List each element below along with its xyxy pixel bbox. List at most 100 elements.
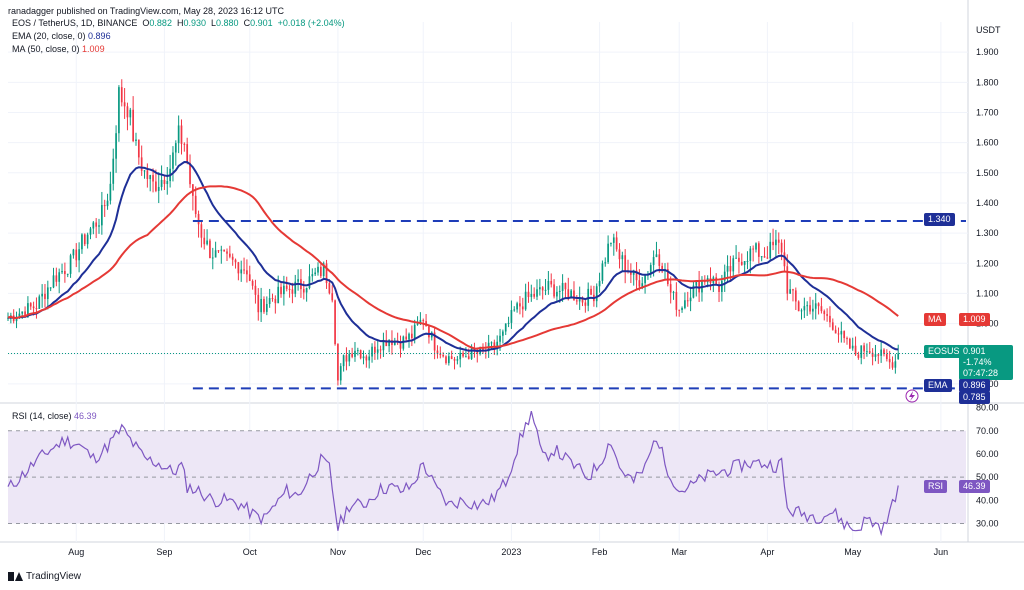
candle-body (66, 273, 69, 275)
candle-body (792, 289, 794, 291)
candle-body (399, 342, 402, 349)
candle-body (189, 162, 191, 185)
candle-body (197, 214, 200, 225)
rsi-tag: RSI (924, 480, 948, 493)
ema-20-line (7, 161, 899, 352)
candle-body (738, 257, 740, 262)
candle-body (294, 281, 297, 294)
candle-body (64, 271, 66, 275)
candle-body (98, 225, 100, 227)
candle-body (857, 354, 860, 358)
candle-body (655, 254, 658, 258)
candle-body (780, 242, 783, 253)
candle-body (541, 287, 544, 291)
candle-body (786, 266, 789, 294)
candle-body (112, 158, 115, 184)
candle-body (689, 297, 692, 302)
price-tick-label: 1.100 (976, 288, 999, 298)
candle-body (871, 352, 874, 357)
ma-tag: MA (924, 313, 946, 326)
time-tick-label: Aug (68, 547, 84, 557)
candle-body (311, 274, 314, 277)
candle-body (536, 289, 538, 297)
candle-body (305, 288, 308, 293)
candle-body (228, 253, 231, 257)
ma-legend[interactable]: MA (50, close, 0) 1.009 (12, 44, 105, 54)
candle-body (834, 329, 837, 334)
candle-body (408, 333, 410, 340)
candle-body (897, 353, 900, 360)
candle-body (726, 265, 729, 272)
candle-body (715, 277, 718, 285)
candle-body (163, 179, 166, 185)
candle-body (160, 179, 163, 187)
rsi-legend[interactable]: RSI (14, close) 46.39 (12, 411, 97, 421)
candle-body (794, 290, 797, 302)
candle-body (263, 298, 265, 312)
candle-body (240, 269, 243, 274)
candle-body (21, 311, 24, 314)
candle-body (507, 322, 510, 324)
candle-body (27, 303, 29, 317)
candle-body (760, 256, 763, 258)
candle-body (604, 262, 607, 264)
price-axis[interactable]: USDT 1.900 1.800 1.700 1.600 1.500 1.400 1.300 1… (976, 25, 1001, 528)
level-high-tag: 1.340 (924, 213, 955, 226)
candle-body (226, 251, 228, 254)
candle-body (183, 143, 186, 145)
candle-body (297, 279, 299, 282)
lightning-icon-glyph (909, 391, 915, 401)
candle-body (382, 339, 385, 351)
candle-body (385, 339, 388, 347)
candle-body (866, 351, 868, 353)
rsi-line (7, 410, 899, 537)
candle-body (339, 366, 342, 381)
candle-body (550, 280, 553, 285)
ema-price-tag: 0.896 (959, 379, 990, 392)
candle-body (561, 282, 564, 291)
candle-body (885, 354, 888, 360)
ema-legend[interactable]: EMA (20, close, 0) 0.896 (12, 31, 111, 41)
candle-body (72, 249, 75, 256)
candle-body (783, 252, 786, 267)
candle-body (248, 274, 251, 281)
candle-body (590, 288, 592, 295)
candle-body (465, 356, 467, 358)
candle-body (740, 261, 743, 265)
candle-body (61, 271, 63, 273)
candle-body (573, 290, 575, 301)
candle-body (666, 269, 669, 285)
candle-body (308, 276, 311, 289)
candle-body (829, 315, 831, 323)
candle-body (874, 354, 877, 357)
candle-body (877, 354, 880, 356)
candle-body (476, 351, 479, 354)
candle-body (132, 109, 134, 142)
level-low-tag: 0.785 (959, 391, 990, 404)
candle-body (806, 305, 809, 307)
candle-body (356, 350, 359, 352)
time-tick-label: May (844, 547, 862, 557)
candle-body (118, 87, 120, 134)
candle-body (797, 301, 800, 312)
candle-body (257, 294, 260, 313)
candle-body (610, 242, 612, 244)
tradingview-brand[interactable]: TradingView (8, 571, 81, 582)
candle-body (445, 356, 447, 364)
price-tick-label: 1.500 (976, 168, 999, 178)
candle-body (575, 300, 578, 302)
candle-body (567, 289, 570, 299)
candle-body (860, 345, 863, 358)
candle-body (155, 181, 157, 191)
candle-body (635, 270, 638, 281)
time-tick-label: Sep (156, 547, 172, 557)
candle-body (789, 289, 791, 294)
candle-body (291, 289, 294, 294)
candle-body (538, 287, 541, 290)
candle-body (81, 234, 83, 250)
candle-body (652, 257, 655, 266)
candle-body (348, 353, 351, 362)
symbol-legend[interactable]: EOS / TetherUS, 1D, BINANCE O0.882 H0.93… (12, 18, 345, 28)
time-axis[interactable]: Aug Sep Oct Nov Dec 2023 Feb Mar Apr May Jun (68, 547, 948, 557)
